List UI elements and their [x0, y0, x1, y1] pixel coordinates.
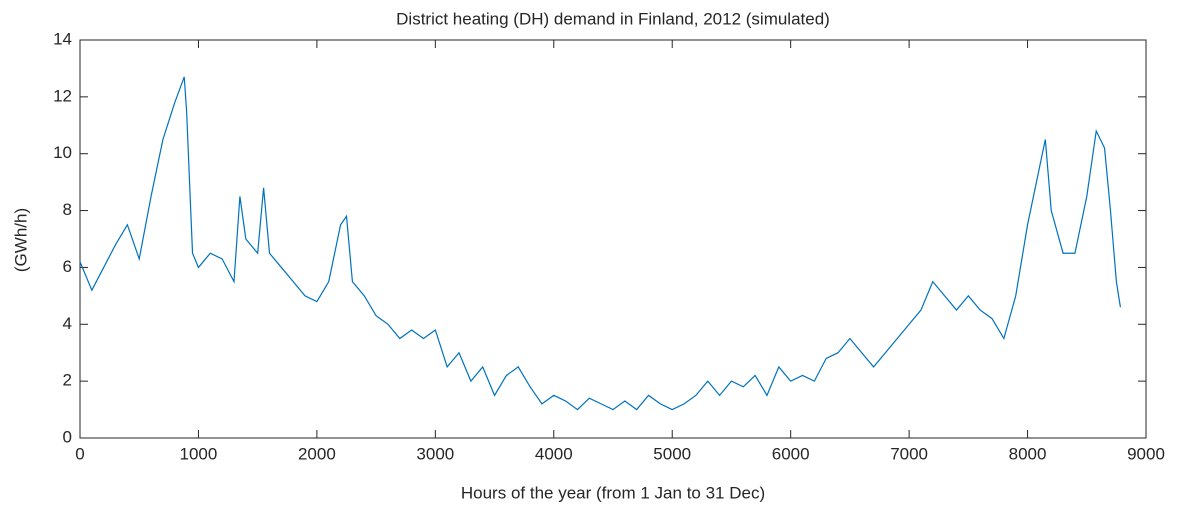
- y-tick-label: 6: [63, 257, 72, 276]
- y-tick-label: 4: [63, 314, 72, 333]
- y-tick-label: 14: [53, 29, 72, 48]
- y-tick-label: 12: [53, 86, 72, 105]
- plot-area: [79, 39, 1147, 439]
- y-axis-label: (GWh/h): [11, 208, 30, 272]
- data-line: [79, 76, 1122, 411]
- x-tick-label: 3000: [416, 444, 454, 463]
- x-tick-label: 8000: [1009, 444, 1047, 463]
- x-tick-label: 0: [75, 444, 84, 463]
- x-axis-label: Hours of the year (from 1 Jan to 31 Dec): [461, 483, 765, 502]
- x-tick-label: 7000: [890, 444, 928, 463]
- x-tick-label: 9000: [1127, 444, 1165, 463]
- x-tick-label: 1000: [180, 444, 218, 463]
- chart-title: District heating (DH) demand in Finland,…: [396, 9, 830, 28]
- y-tick-label: 2: [63, 371, 72, 390]
- y-tick-label: 0: [63, 427, 72, 446]
- x-tick-label: 2000: [298, 444, 336, 463]
- x-tick-label: 4000: [535, 444, 573, 463]
- x-tick-label: 5000: [653, 444, 691, 463]
- y-tick-label: 8: [63, 200, 72, 219]
- y-tick-label: 10: [53, 143, 72, 162]
- x-tick-label: 6000: [772, 444, 810, 463]
